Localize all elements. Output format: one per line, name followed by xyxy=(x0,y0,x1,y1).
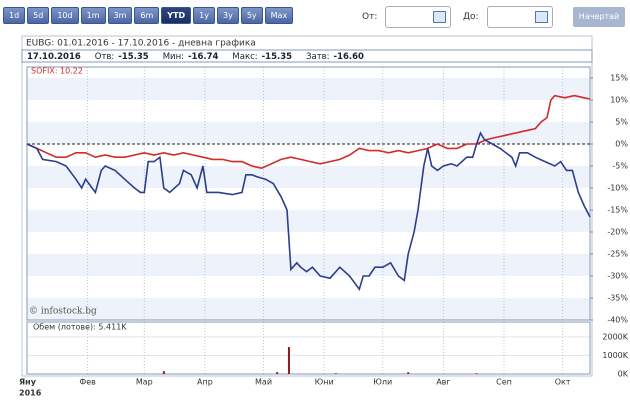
y-tick-label: -30% xyxy=(607,272,628,281)
x-tick-label: Юни xyxy=(315,378,334,387)
period-button[interactable]: 3m xyxy=(107,7,133,24)
grid-band xyxy=(27,210,590,232)
y-tick-label: -15% xyxy=(607,206,628,215)
watermark: © infostock.bg xyxy=(29,307,97,317)
volume-tick-label: 2000K xyxy=(602,332,628,341)
to-input[interactable] xyxy=(487,6,553,28)
x-tick-label: Мар xyxy=(136,378,153,387)
grid-band xyxy=(27,254,590,276)
volume-bar xyxy=(475,373,478,374)
chart-frame xyxy=(21,35,593,377)
x-tick-label: Яну xyxy=(19,378,37,387)
volume-border xyxy=(26,321,591,375)
info-open: -15.35 xyxy=(118,52,148,62)
x-tick-label: Сеп xyxy=(496,378,512,387)
grid-band xyxy=(27,122,590,144)
info-min-label: Мин: xyxy=(163,52,184,62)
y-tick-label: -25% xyxy=(607,250,628,259)
info-close: -16.60 xyxy=(334,52,364,62)
y-tick-label: -20% xyxy=(607,228,628,237)
period-button[interactable]: YTD xyxy=(161,7,192,24)
from-label: От: xyxy=(362,12,378,22)
y-tick-label: 10% xyxy=(610,96,628,105)
volume-bar xyxy=(276,372,279,374)
period-button[interactable]: 5d xyxy=(27,7,50,24)
y-tick-label: 5% xyxy=(615,118,628,127)
series-line xyxy=(26,131,591,291)
legend-entry: SOFIX: 10.22 xyxy=(31,67,83,76)
y-tick-label: 0% xyxy=(615,140,628,149)
volume-tick-label: 1000K xyxy=(602,351,628,360)
volume-bar xyxy=(407,372,410,374)
period-button[interactable]: 3y xyxy=(217,7,239,24)
info-close-label: Затв: xyxy=(306,52,329,62)
info-date: 17.10.2016 xyxy=(27,52,81,62)
period-button[interactable]: 1d xyxy=(3,7,26,24)
grid-band xyxy=(27,166,590,188)
info-box xyxy=(21,49,593,63)
period-button[interactable]: Max xyxy=(264,7,294,24)
x-tick-label: Авг xyxy=(436,378,450,387)
from-input[interactable] xyxy=(385,6,451,28)
series-line xyxy=(26,94,591,170)
x-tick-label: Окт xyxy=(555,378,571,387)
draw-button[interactable]: Начертай xyxy=(573,7,625,27)
y-tick-label: -40% xyxy=(607,316,628,325)
x-tick-label: Апр xyxy=(197,378,213,387)
grid-band xyxy=(27,78,590,100)
volume-label: Обем (лотове): 5.411K xyxy=(33,323,127,332)
y-tick-label: -10% xyxy=(607,184,628,193)
volume-bar xyxy=(162,371,165,374)
grid-band xyxy=(27,298,590,320)
x-tick-label: Фев xyxy=(79,378,96,387)
year-label: 2016 xyxy=(19,389,42,398)
to-label: До: xyxy=(463,12,479,22)
period-button[interactable]: 1m xyxy=(80,7,106,24)
volume-tick-label: 0K xyxy=(618,370,629,379)
volume-bar xyxy=(334,373,337,374)
y-tick-label: -35% xyxy=(607,294,628,303)
volume-bar xyxy=(287,347,290,374)
x-tick-label: Май xyxy=(255,378,272,387)
period-bar: 1d 5d 10d 1m 3m 6m YTD 1y 3y 5y Max xyxy=(3,7,294,24)
info-open-label: Отв: xyxy=(95,52,115,62)
period-button[interactable]: 10d xyxy=(51,7,79,24)
plot-border xyxy=(26,66,591,321)
y-tick-label: 15% xyxy=(610,74,628,83)
chart-title: EUBG: 01.01.2016 - 17.10.2016 - дневна г… xyxy=(26,39,256,49)
period-button[interactable]: 1y xyxy=(193,7,215,24)
info-max: -15.35 xyxy=(262,52,292,62)
period-button[interactable]: 5y xyxy=(240,7,263,24)
y-tick-label: -5% xyxy=(612,162,628,171)
period-button[interactable]: 6m xyxy=(134,7,160,24)
x-tick-label: Юли xyxy=(373,378,392,387)
info-max-label: Макс: xyxy=(232,52,257,62)
info-min: -16.74 xyxy=(188,52,218,62)
